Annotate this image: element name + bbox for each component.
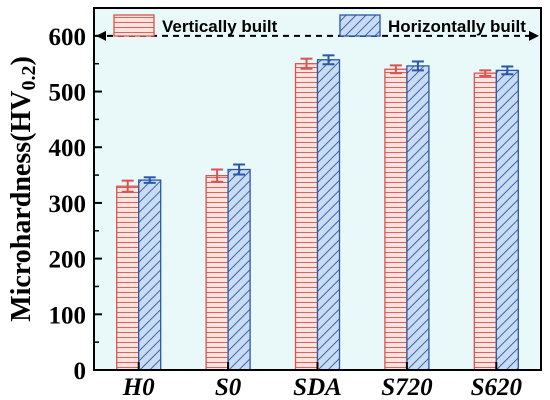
y-tick-label: 400 [49, 135, 87, 162]
y-axis-label: Microhardness(HV0.2) [6, 56, 40, 322]
y-tick-label: 600 [49, 24, 87, 51]
legend: Vertically built Horizontally built [113, 14, 526, 37]
bar-vertical-SDA [294, 63, 319, 371]
bar-vertical-S0 [205, 174, 229, 371]
legend-swatch-horizontal [339, 14, 381, 37]
y-tick-label: 300 [49, 191, 87, 218]
bar-horizontal-S0 [227, 168, 251, 371]
bar-horizontal-H0 [138, 179, 162, 371]
y-axis-label-subscript: 0.2 [18, 66, 40, 91]
legend-label-vertical: Vertically built [162, 17, 278, 36]
y-tick-label: 200 [49, 247, 87, 274]
x-tick-label-S0: S0 [215, 374, 242, 400]
bar-horizontal-SDA [316, 59, 341, 371]
x-tick-label-H0: H0 [122, 374, 155, 400]
x-tick-label-SDA: SDA [293, 374, 342, 400]
legend-swatch-vertical [113, 14, 155, 37]
bar-vertical-S620 [473, 72, 497, 371]
y-tick-label: 500 [49, 80, 87, 107]
bar-vertical-H0 [116, 185, 140, 371]
bar-horizontal-S620 [495, 69, 519, 371]
y-tick-label: 0 [74, 358, 87, 385]
bar-horizontal-S720 [406, 65, 430, 371]
bar-vertical-S720 [384, 68, 408, 371]
x-tick-label-S620: S620 [471, 374, 523, 400]
x-tick-label-S720: S720 [381, 374, 433, 400]
legend-label-horizontal: Horizontally built [388, 17, 526, 36]
reference-arrow-right [529, 30, 539, 41]
y-tick-label: 100 [49, 302, 87, 329]
